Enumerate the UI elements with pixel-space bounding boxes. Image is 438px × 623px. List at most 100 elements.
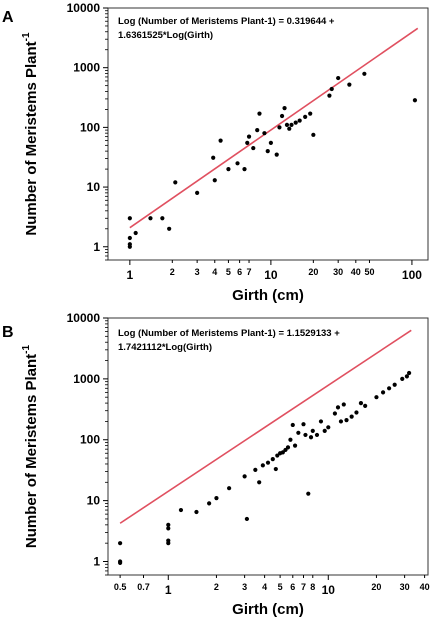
- data-point: [227, 486, 232, 491]
- data-point: [303, 114, 308, 119]
- data-point: [335, 405, 341, 410]
- y-axis: 1 10 100 1000 10000: [67, 311, 108, 576]
- data-point: [308, 435, 314, 440]
- data-points: [127, 71, 418, 249]
- x-tick-label: 2: [170, 267, 175, 277]
- data-point: [322, 428, 327, 433]
- x-tick-label: 3: [195, 267, 200, 277]
- data-point: [362, 71, 367, 76]
- y-axis-title: Number of Meristems Plant-1: [21, 32, 40, 236]
- data-point: [257, 111, 262, 116]
- data-point: [262, 131, 267, 136]
- data-point: [160, 216, 165, 221]
- data-point: [173, 180, 178, 185]
- data-point: [296, 430, 301, 435]
- y-tick-label: 10000: [67, 1, 101, 15]
- data-point: [279, 113, 285, 119]
- data-point: [274, 152, 279, 157]
- y-tick-label: 100: [80, 433, 100, 447]
- x-tick-label: 7: [301, 582, 306, 592]
- data-point: [358, 400, 364, 406]
- data-point: [293, 120, 298, 125]
- y-tick-label: 10: [87, 494, 101, 508]
- data-point: [194, 509, 199, 515]
- equation-line: Log (Number of Meristems Plant-1) = 1.15…: [118, 328, 340, 339]
- data-point: [251, 145, 256, 151]
- data-point: [127, 235, 132, 241]
- data-point: [310, 428, 315, 433]
- data-point: [332, 411, 338, 416]
- data-point: [242, 167, 247, 172]
- data-point: [166, 526, 171, 531]
- x-tick-label: 8: [310, 582, 315, 592]
- data-point: [290, 422, 295, 428]
- data-point: [268, 140, 273, 145]
- data-points: [118, 370, 412, 565]
- x-tick-label: 6: [237, 267, 242, 277]
- data-point: [412, 98, 418, 103]
- data-point: [392, 382, 397, 387]
- data-point: [327, 93, 332, 98]
- data-point: [257, 480, 262, 485]
- panel-letter: B: [2, 324, 14, 341]
- x-tick-label: 30: [400, 582, 410, 592]
- data-point: [289, 122, 294, 128]
- data-point: [297, 118, 302, 123]
- y-tick-label: 1: [93, 240, 100, 254]
- x-tick-label: 6: [290, 582, 295, 592]
- data-point: [167, 226, 172, 231]
- data-point: [270, 457, 275, 462]
- data-point: [166, 522, 171, 527]
- data-point: [178, 507, 184, 513]
- panel-a: A 1 10 100 1000 10000 1 2 3 4 5 6 7 10 20 30 40 50 100 Girt…: [2, 1, 429, 304]
- equation-line: 1.7421112*Log(Girth): [118, 342, 212, 353]
- data-point: [303, 432, 308, 438]
- x-tick-label: 4: [212, 267, 217, 277]
- x-tick-label: 2: [214, 582, 219, 592]
- regression-line: [129, 27, 419, 229]
- data-point: [118, 541, 123, 546]
- data-point: [387, 386, 392, 391]
- data-point: [265, 149, 270, 154]
- x-axis-title: Girth (cm): [232, 287, 304, 304]
- data-point: [329, 86, 334, 92]
- plot-frame: [107, 317, 429, 576]
- x-tick-label: 10: [322, 583, 336, 597]
- data-point: [275, 453, 280, 458]
- data-point: [283, 447, 288, 453]
- data-point: [133, 230, 138, 236]
- y-tick-label: 10: [87, 180, 101, 194]
- x-axis-title: Girth (cm): [232, 601, 304, 618]
- data-point: [311, 132, 316, 137]
- data-point: [344, 418, 349, 423]
- data-point: [407, 370, 412, 376]
- x-axis: 1 2 3 4 5 6 7 10 20 30 40 50 100: [127, 260, 422, 282]
- regression-line: [119, 329, 412, 524]
- data-point: [244, 516, 249, 522]
- data-point: [400, 376, 405, 381]
- data-point: [341, 402, 346, 407]
- equation-line: Log (Number of Meristems Plant-1) = 0.31…: [118, 16, 335, 27]
- panel-letter: A: [2, 9, 14, 26]
- data-point: [207, 501, 212, 506]
- y-axis-title-superscript: -1: [21, 345, 32, 354]
- data-point: [314, 432, 320, 438]
- x-tick-label: 5: [278, 582, 283, 592]
- data-point: [166, 538, 171, 543]
- x-tick-label: 4: [262, 582, 267, 592]
- data-point: [306, 491, 311, 496]
- data-point: [284, 122, 290, 128]
- data-point: [127, 242, 132, 247]
- x-tick-label: 100: [402, 268, 422, 282]
- data-point: [255, 128, 260, 133]
- data-point: [288, 437, 293, 442]
- equation-line: 1.6361525*Log(Girth): [118, 30, 213, 41]
- data-point: [347, 82, 352, 87]
- data-point: [218, 138, 223, 143]
- data-point: [212, 178, 217, 183]
- data-point: [280, 450, 285, 455]
- data-point: [404, 374, 409, 379]
- data-point: [260, 463, 265, 468]
- data-point: [253, 467, 258, 472]
- data-point: [127, 216, 132, 221]
